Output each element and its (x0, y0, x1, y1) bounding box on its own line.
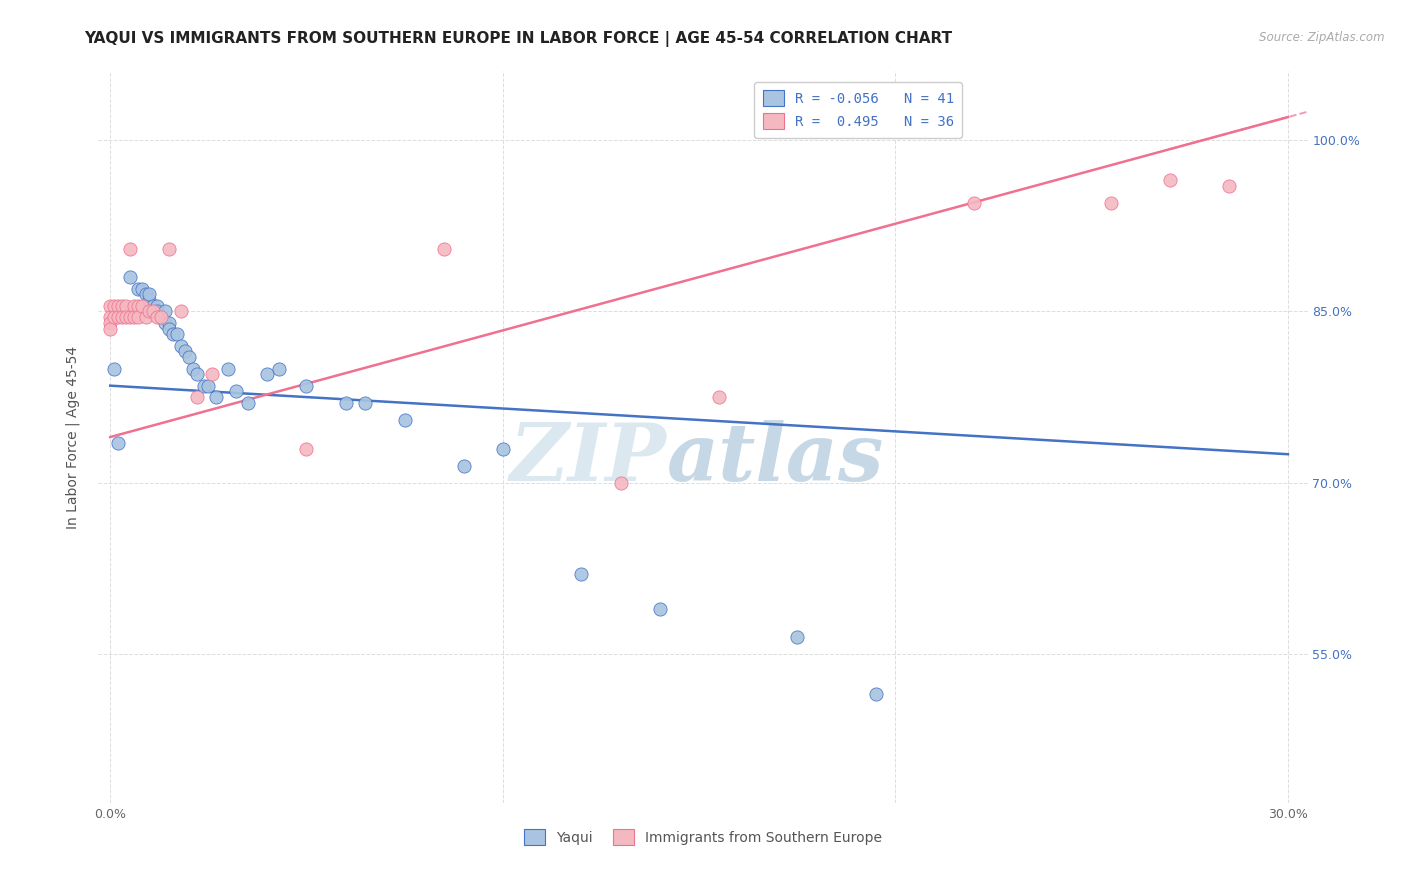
Point (170, 339, 193, 353)
Point (173, 344, 195, 359)
Point (150, 310, 173, 324)
Point (146, 299, 169, 313)
Point (142, 304, 165, 318)
Point (98, 310, 121, 324)
Point (1218, 178, 1240, 193)
Point (142, 299, 165, 313)
Text: Source: ZipAtlas.com: Source: ZipAtlas.com (1260, 31, 1385, 45)
Point (138, 287, 160, 301)
Text: YAQUI VS IMMIGRANTS FROM SOUTHERN EUROPE IN LABOR FORCE | AGE 45-54 CORRELATION : YAQUI VS IMMIGRANTS FROM SOUTHERN EUROPE… (84, 31, 952, 47)
Point (335, 396, 357, 410)
Point (166, 327, 188, 342)
Point (170, 304, 193, 318)
Point (118, 310, 141, 324)
Point (205, 390, 228, 404)
Point (135, 310, 157, 324)
Point (267, 361, 290, 376)
Point (217, 361, 239, 376)
Point (1099, 195, 1122, 210)
Point (115, 310, 138, 324)
Point (193, 378, 215, 392)
Point (135, 287, 157, 301)
Point (131, 299, 153, 313)
Point (107, 310, 129, 324)
Point (111, 299, 134, 313)
Point (197, 378, 219, 392)
Point (146, 304, 169, 318)
Point (103, 361, 125, 376)
Point (1159, 173, 1181, 187)
Point (127, 281, 149, 295)
Point (115, 299, 138, 313)
Point (295, 378, 318, 392)
Point (433, 242, 456, 256)
Point (162, 327, 184, 342)
Legend: Yaqui, Immigrants from Southern Europe: Yaqui, Immigrants from Southern Europe (519, 823, 887, 851)
Point (118, 242, 141, 256)
Point (256, 368, 278, 382)
Point (609, 475, 631, 490)
Point (118, 270, 141, 285)
Point (453, 458, 475, 473)
Point (107, 299, 129, 313)
Point (394, 413, 416, 427)
Point (138, 304, 160, 318)
Point (569, 567, 592, 582)
Point (201, 368, 224, 382)
Point (181, 361, 204, 376)
Point (98, 316, 121, 330)
Point (177, 350, 200, 364)
Point (103, 310, 125, 324)
Point (786, 630, 808, 644)
Point (963, 195, 986, 210)
Point (146, 310, 169, 324)
Point (107, 435, 129, 450)
Point (111, 310, 134, 324)
Point (127, 299, 149, 313)
Point (98, 321, 121, 335)
Point (236, 396, 259, 410)
Point (153, 304, 176, 318)
Text: ZIP: ZIP (510, 420, 666, 498)
Text: atlas: atlas (666, 420, 884, 498)
Point (186, 368, 208, 382)
Point (103, 299, 125, 313)
Point (122, 310, 145, 324)
Point (225, 384, 247, 399)
Point (492, 442, 515, 456)
Point (150, 310, 173, 324)
Point (157, 242, 180, 256)
Point (131, 281, 153, 295)
Point (122, 299, 145, 313)
Point (138, 293, 160, 307)
Point (127, 310, 149, 324)
Y-axis label: In Labor Force | Age 45-54: In Labor Force | Age 45-54 (65, 345, 80, 529)
Point (354, 396, 377, 410)
Point (186, 390, 208, 404)
Point (98, 299, 121, 313)
Point (648, 601, 671, 615)
Point (153, 316, 176, 330)
Point (707, 390, 730, 404)
Point (157, 316, 180, 330)
Point (295, 442, 318, 456)
Point (157, 321, 180, 335)
Point (865, 687, 887, 701)
